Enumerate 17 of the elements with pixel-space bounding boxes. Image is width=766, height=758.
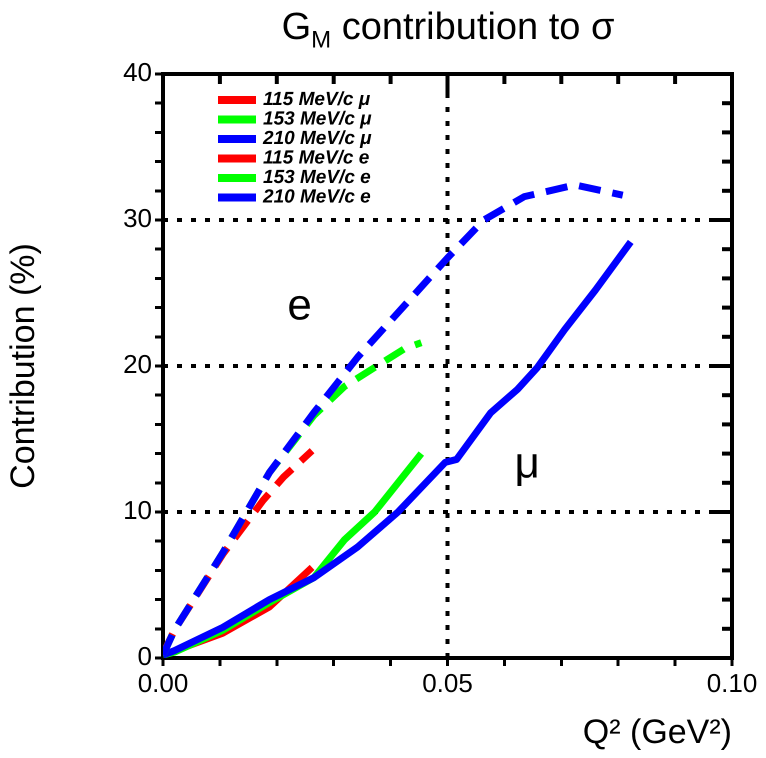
x-axis-title: Q² (GeV²) <box>582 712 732 751</box>
legend-label: 153 MeV/c μ <box>263 108 372 130</box>
legend-label: 210 MeV/c e <box>262 186 372 208</box>
legend-label: 153 MeV/c e <box>263 167 372 188</box>
legend-label: 115 MeV/c μ <box>263 89 371 110</box>
annotation: e <box>287 280 312 330</box>
y-tick-label: 20 <box>123 349 152 380</box>
y-tick-label: 10 <box>123 495 152 526</box>
x-tick-label: 0.10 <box>706 668 758 698</box>
legend-label: 115 MeV/c e <box>263 148 370 169</box>
y-tick-label: 40 <box>123 57 152 88</box>
annotation: μ <box>514 438 540 488</box>
chart-title: G$_{M}$ contribution to σ <box>280 6 616 55</box>
x-tick-label: 0.05 <box>422 668 473 698</box>
y-tick-label: 30 <box>123 203 152 234</box>
y-axis-title: Contribution (%) <box>4 243 42 489</box>
legend-label: 210 MeV/c μ <box>262 128 372 150</box>
